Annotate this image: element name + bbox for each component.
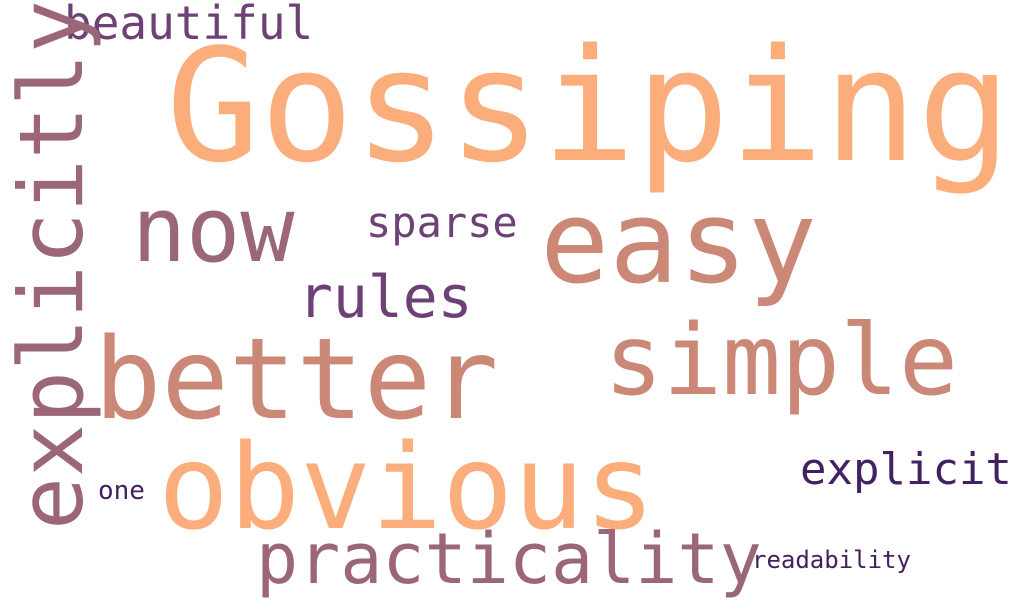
word-rules: rules bbox=[298, 263, 473, 331]
word-readability: readability bbox=[752, 546, 911, 574]
word-explicitly: explicitly bbox=[0, 0, 103, 530]
word-obvious: obvious bbox=[158, 418, 656, 556]
word-now: now bbox=[132, 178, 295, 283]
word-easy: easy bbox=[540, 176, 817, 310]
word-gossiping: Gossiping bbox=[166, 15, 1012, 197]
word-one: one bbox=[98, 476, 145, 506]
word-beautiful: beautiful bbox=[64, 0, 314, 50]
word-explicit: explicit bbox=[800, 444, 1012, 495]
word-better: better bbox=[94, 315, 499, 445]
word-practicality: practicality bbox=[256, 518, 762, 600]
word-sparse: sparse bbox=[366, 198, 518, 247]
word-simple: simple bbox=[604, 304, 959, 418]
